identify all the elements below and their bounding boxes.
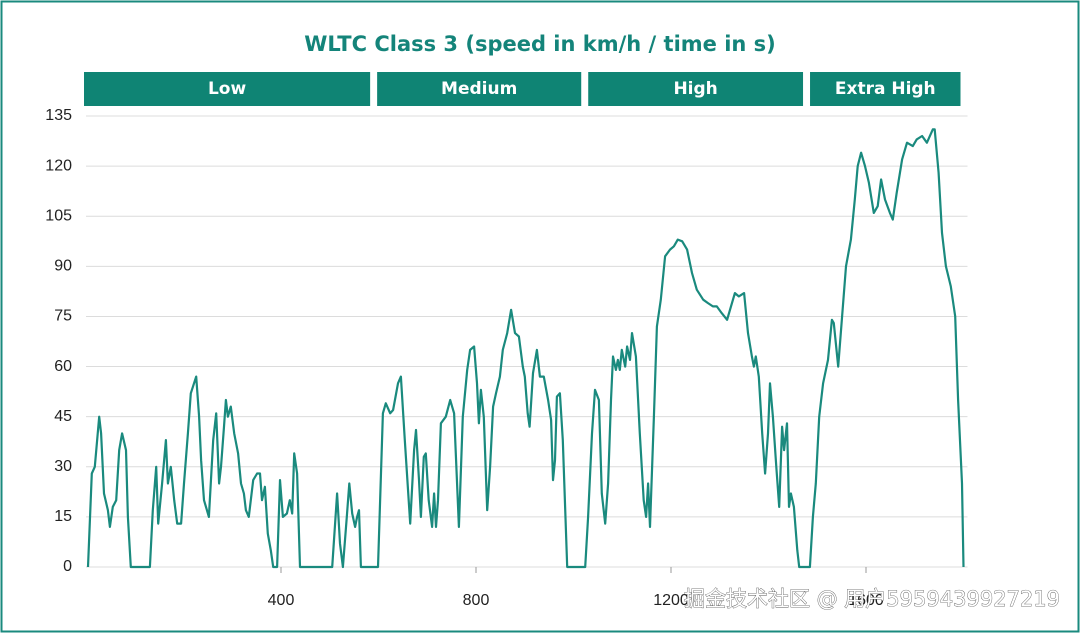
chart-title: WLTC Class 3 (speed in km/h / time in s) <box>304 32 776 56</box>
phase-label: Medium <box>441 79 517 99</box>
phase-band <box>84 72 371 106</box>
y-tick-label: 120 <box>45 157 72 174</box>
phase-label: Extra High <box>835 79 936 99</box>
x-tick-label: 1200 <box>653 592 689 609</box>
phase-band <box>588 72 804 106</box>
phase-band <box>810 72 961 106</box>
y-tick-label: 45 <box>54 408 72 425</box>
x-tick-label: 800 <box>463 592 490 609</box>
y-tick-label: 60 <box>54 358 72 375</box>
watermark: 掘金技术社区 @ 用户5959439927219 <box>684 587 1060 611</box>
phase-band <box>377 72 582 106</box>
y-tick-label: 105 <box>45 207 72 224</box>
x-tick-label: 1600 <box>848 592 884 609</box>
y-tick-label: 30 <box>54 458 72 475</box>
phase-label: Low <box>208 79 247 99</box>
y-tick-label: 75 <box>54 308 72 325</box>
y-tick-label: 90 <box>54 258 72 275</box>
x-tick-label: 400 <box>268 592 295 609</box>
y-tick-label: 135 <box>45 107 72 124</box>
phase-label: High <box>673 79 717 99</box>
y-tick-label: 0 <box>63 558 72 575</box>
y-tick-label: 15 <box>54 508 72 525</box>
speed-line <box>86 128 965 569</box>
